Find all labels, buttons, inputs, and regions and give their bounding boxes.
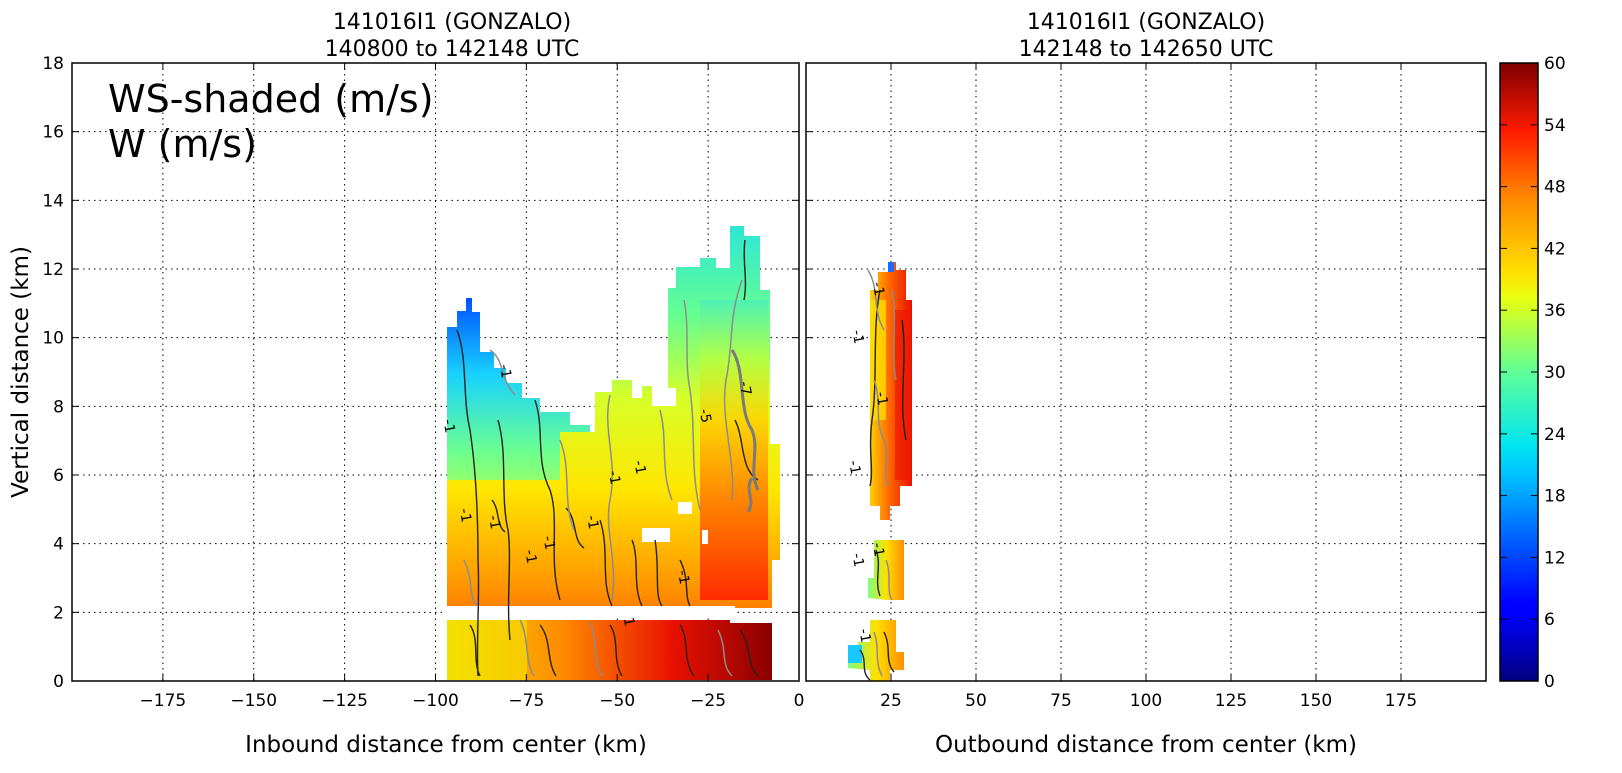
contour-label: -1 xyxy=(583,514,601,531)
left-contour-labels: -1-1-1 -1-1-1-1-1-1-11-5-7 xyxy=(439,363,753,628)
colorbar-tick-label: 24 xyxy=(1544,425,1566,445)
colorbar-tick-label: 18 xyxy=(1544,487,1566,507)
contour-label: -1 xyxy=(674,569,692,586)
contour-label: -1 xyxy=(456,507,474,524)
colorbar-tick-label: 54 xyxy=(1544,116,1566,136)
x-tick-label: 150 xyxy=(1300,691,1332,711)
colorbar-tick-label: 0 xyxy=(1544,672,1555,692)
contour-label: -1 xyxy=(869,281,887,298)
colorbar-tick-label: 42 xyxy=(1544,239,1566,259)
x-tick-label: 125 xyxy=(1215,691,1247,711)
x-tick-label: −50 xyxy=(599,691,635,711)
colorbar-tick-label: 48 xyxy=(1544,178,1566,198)
y-tick-label: 0 xyxy=(53,672,64,692)
x-tick-label: −100 xyxy=(412,691,459,711)
legend-annotation-ws: WS-shaded (m/s) xyxy=(108,77,434,121)
right-title-line1: 141016I1 (GONZALO) xyxy=(1027,10,1265,35)
x-tick-label: 175 xyxy=(1385,691,1417,711)
x-tick-label: 75 xyxy=(1050,691,1072,711)
contour-label: 1 xyxy=(620,616,637,628)
ws-region-upper-west xyxy=(447,298,590,681)
contour-label: -1 xyxy=(630,459,648,476)
left-wind-speed-field xyxy=(445,226,780,681)
right-x-axis-ticks: 25 50 75 100 125 150 175 xyxy=(806,62,1486,711)
right-wind-speed-field xyxy=(848,262,912,681)
contour-label: -1 xyxy=(869,542,887,559)
ws-gap-band xyxy=(445,606,535,620)
y-tick-label: 2 xyxy=(53,603,64,623)
right-chart-panel: 25 50 75 100 125 150 175 -1-1-1-1-1-1-1 141016… xyxy=(805,10,1487,758)
colorbar-tick-label: 30 xyxy=(1544,363,1566,383)
right-w-contours-black xyxy=(859,289,907,681)
contour-label: -1 xyxy=(855,627,873,644)
contour-label: -1 xyxy=(539,535,557,552)
x-tick-label: −25 xyxy=(690,691,726,711)
x-tick-label: 25 xyxy=(880,691,902,711)
y-tick-label: 14 xyxy=(42,191,64,211)
x-tick-label: −175 xyxy=(140,691,187,711)
left-chart-panel: −175 −150 −125 −100 −75 −50 −25 0 0 2 4 6 8 10 12 14 16… xyxy=(8,10,804,758)
left-x-axis-label: Inbound distance from center (km) xyxy=(245,732,647,758)
right-w-contours-gray xyxy=(867,269,897,677)
ws-region-upper-main xyxy=(447,226,780,681)
contour-label: -1 xyxy=(605,469,623,486)
contour-label: -1 xyxy=(848,552,866,569)
right-contour-labels: -1-1-1-1-1-1-1 xyxy=(845,281,890,644)
x-tick-label: −75 xyxy=(508,691,544,711)
contour-label: -1 xyxy=(872,391,890,408)
left-w-contours-gray xyxy=(463,279,760,677)
y-tick-label: 18 xyxy=(42,54,64,74)
left-x-axis-ticks: −175 −150 −125 −100 −75 −50 −25 0 xyxy=(140,63,805,711)
right-grid xyxy=(806,63,1486,681)
y-axis-label: Vertical distance (km) xyxy=(8,246,34,498)
contour-label: -1 xyxy=(439,418,457,435)
y-tick-label: 6 xyxy=(53,466,64,486)
colorbar-tick-label: 6 xyxy=(1544,610,1555,630)
y-tick-label: 10 xyxy=(42,329,64,349)
left-title-line1: 141016I1 (GONZALO) xyxy=(333,10,571,35)
colorbar-ticks: 0 6 12 18 24 30 36 42 48 54 60 xyxy=(1500,54,1566,692)
legend-annotation-w: W (m/s) xyxy=(108,122,257,166)
y-tick-label: 16 xyxy=(42,123,64,143)
contour-label: -1 xyxy=(496,363,514,380)
right-x-axis-label: Outbound distance from center (km) xyxy=(935,732,1357,758)
y-tick-label: 12 xyxy=(42,260,64,280)
contour-label: -5 xyxy=(696,408,714,425)
y-tick-label: 8 xyxy=(53,397,64,417)
x-tick-label: 50 xyxy=(965,691,987,711)
colorbar-tick-label: 36 xyxy=(1544,301,1566,321)
x-tick-label: −150 xyxy=(230,691,277,711)
x-tick-label: 100 xyxy=(1130,691,1162,711)
contour-label: -1 xyxy=(521,548,539,565)
contour-label: -7 xyxy=(736,380,754,397)
colorbar: 0 6 12 18 24 30 36 42 48 54 60 xyxy=(1499,54,1566,692)
contour-label: -1 xyxy=(848,329,866,346)
left-y-axis-ticks: 0 2 4 6 8 10 12 14 16 18 xyxy=(42,54,799,692)
left-title-line2: 140800 to 142148 UTC xyxy=(325,37,580,62)
contour-label: -1 xyxy=(485,514,503,531)
colorbar-tick-label: 12 xyxy=(1544,548,1566,568)
x-tick-label: 0 xyxy=(794,691,805,711)
x-tick-label: −125 xyxy=(321,691,368,711)
colorbar-tick-label: 60 xyxy=(1544,54,1566,74)
ws-region-core xyxy=(700,300,768,600)
right-title-line2: 142148 to 142650 UTC xyxy=(1019,37,1274,62)
contour-label: -1 xyxy=(845,459,863,476)
y-tick-label: 4 xyxy=(53,535,64,555)
